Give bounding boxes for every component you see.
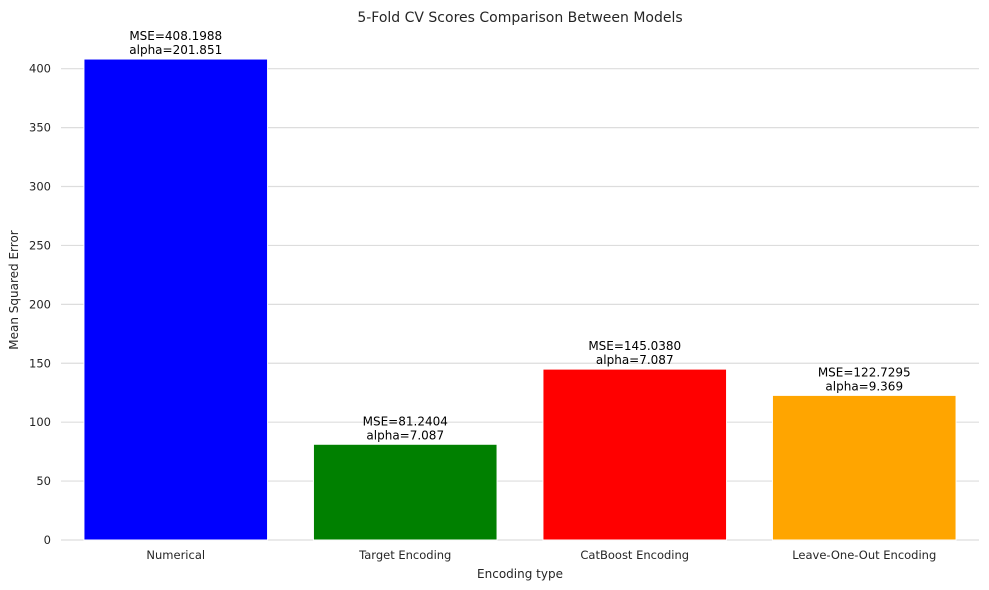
y-axis-label: Mean Squared Error (7, 230, 21, 350)
y-tick-label: 300 (29, 180, 51, 194)
bar-mse-label: MSE=122.7295 (818, 365, 911, 379)
bar (771, 394, 957, 541)
bar-mse-label: MSE=145.0380 (588, 339, 681, 353)
x-axis-label: Encoding type (477, 567, 563, 581)
x-tick-label: Leave-One-Out Encoding (792, 548, 936, 562)
x-tick-label: Target Encoding (358, 548, 451, 562)
bar (542, 368, 728, 541)
bar-alpha-label: alpha=7.087 (366, 428, 444, 442)
y-tick-labels: 0 50 100 150 200 250 300 350 400 (29, 62, 51, 547)
x-tick-labels: Numerical Target Encoding CatBoost Encodin… (146, 548, 936, 562)
y-tick-label: 250 (29, 238, 51, 252)
bar (312, 443, 498, 541)
bars (83, 58, 957, 541)
y-tick-label: 0 (44, 533, 51, 547)
y-tick-label: 200 (29, 297, 51, 311)
y-tick-label: 350 (29, 121, 51, 135)
bar-alpha-label: alpha=201.851 (129, 43, 222, 57)
y-tick-label: 150 (29, 356, 51, 370)
chart-title: 5-Fold CV Scores Comparison Between Mode… (357, 10, 682, 26)
bar-mse-label: MSE=408.1988 (129, 29, 222, 43)
bar-alpha-label: alpha=9.369 (825, 379, 903, 393)
x-tick-label: CatBoost Encoding (580, 548, 689, 562)
bar-mse-label: MSE=81.2404 (363, 414, 448, 428)
bar-data-labels: MSE=408.1988alpha=201.851MSE=81.2404alph… (129, 29, 910, 442)
x-tick-label: Numerical (146, 548, 205, 562)
bar (83, 58, 269, 541)
y-tick-label: 400 (29, 62, 51, 76)
y-tick-label: 50 (36, 474, 51, 488)
y-tick-label: 100 (29, 415, 51, 429)
bar-alpha-label: alpha=7.087 (596, 353, 674, 367)
